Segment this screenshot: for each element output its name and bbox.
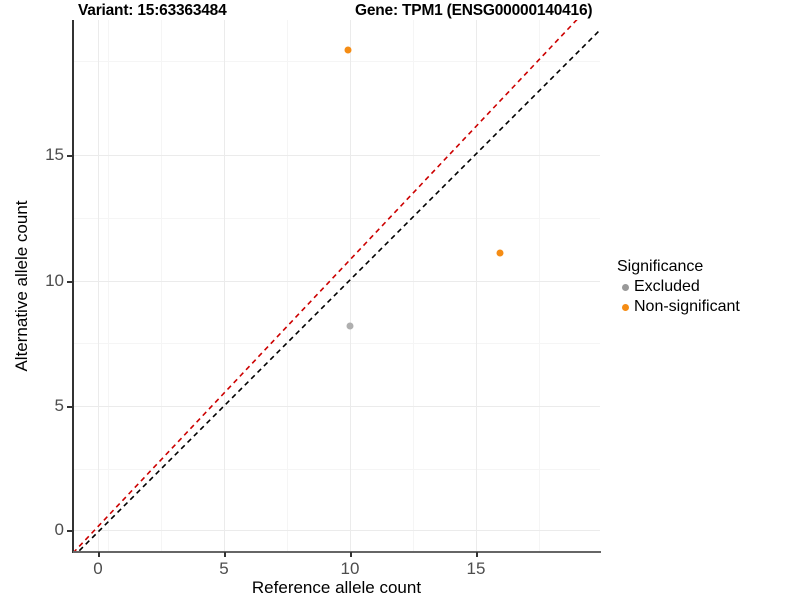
plot-panel	[73, 20, 600, 552]
data-point-excluded[interactable]	[346, 322, 354, 330]
gridline-major-horizontal	[73, 281, 600, 282]
gridline-minor-vertical	[161, 20, 162, 552]
gridline-minor-vertical	[287, 20, 288, 552]
gridline-minor-vertical	[539, 20, 540, 552]
x-tick-label: 0	[93, 559, 103, 578]
data-point-non-significant[interactable]	[344, 46, 352, 54]
x-tick-mark	[476, 552, 478, 557]
reference-lines	[73, 20, 600, 552]
gridline-minor-horizontal	[73, 469, 600, 470]
expected-ratio-line-red	[73, 20, 578, 552]
x-tick-label: 5	[219, 559, 229, 578]
identity-line-black	[76, 29, 600, 552]
legend-key-non-significant	[617, 298, 634, 316]
gene-title: Gene: TPM1 (ENSG00000140416)	[355, 2, 593, 19]
x-tick-label: 10	[340, 559, 360, 578]
y-tick-mark	[67, 530, 72, 532]
gridline-major-horizontal	[73, 406, 600, 407]
gridline-major-vertical	[224, 20, 225, 552]
y-tick-label: 0	[54, 520, 64, 539]
x-axis-line	[73, 551, 601, 553]
y-tick-mark	[67, 155, 72, 157]
x-tick-mark	[98, 552, 100, 557]
gridline-minor-vertical	[108, 20, 109, 552]
legend: Significance Excluded Non-significant	[617, 258, 740, 317]
y-axis-title: Alternative allele count	[12, 200, 31, 372]
y-tick-mark	[67, 406, 72, 408]
x-tick-mark	[224, 552, 226, 557]
y-tick-label: 15	[45, 145, 64, 164]
gridline-minor-horizontal	[73, 61, 600, 62]
gridline-major-horizontal	[73, 155, 600, 156]
circle-icon	[622, 303, 629, 311]
x-tick-label: 15	[466, 559, 486, 578]
y-tick-label: 5	[54, 396, 64, 415]
gridline-minor-horizontal	[73, 343, 600, 344]
gridline-major-vertical	[476, 20, 477, 552]
x-axis-title: Reference allele count	[251, 578, 422, 597]
gridline-minor-vertical	[413, 20, 414, 552]
legend-item-non-significant[interactable]: Non-significant	[617, 297, 740, 317]
y-tick-label: 10	[45, 271, 64, 290]
gridline-minor-horizontal	[73, 218, 600, 219]
y-tick-mark	[67, 281, 72, 283]
legend-key-excluded	[617, 278, 634, 296]
variant-title: Variant: 15:63363484	[78, 2, 227, 19]
circle-icon	[622, 283, 629, 291]
y-axis-line	[72, 20, 74, 553]
legend-label-excluded: Excluded	[634, 278, 700, 295]
gridline-major-horizontal	[73, 530, 600, 531]
data-point-non-significant[interactable]	[496, 249, 504, 257]
legend-title: Significance	[617, 258, 704, 275]
legend-label-non-significant: Non-significant	[634, 298, 740, 315]
x-tick-mark	[350, 552, 352, 557]
gridline-major-vertical	[98, 20, 99, 552]
gridline-major-vertical	[350, 20, 351, 552]
legend-item-excluded[interactable]: Excluded	[617, 277, 740, 297]
